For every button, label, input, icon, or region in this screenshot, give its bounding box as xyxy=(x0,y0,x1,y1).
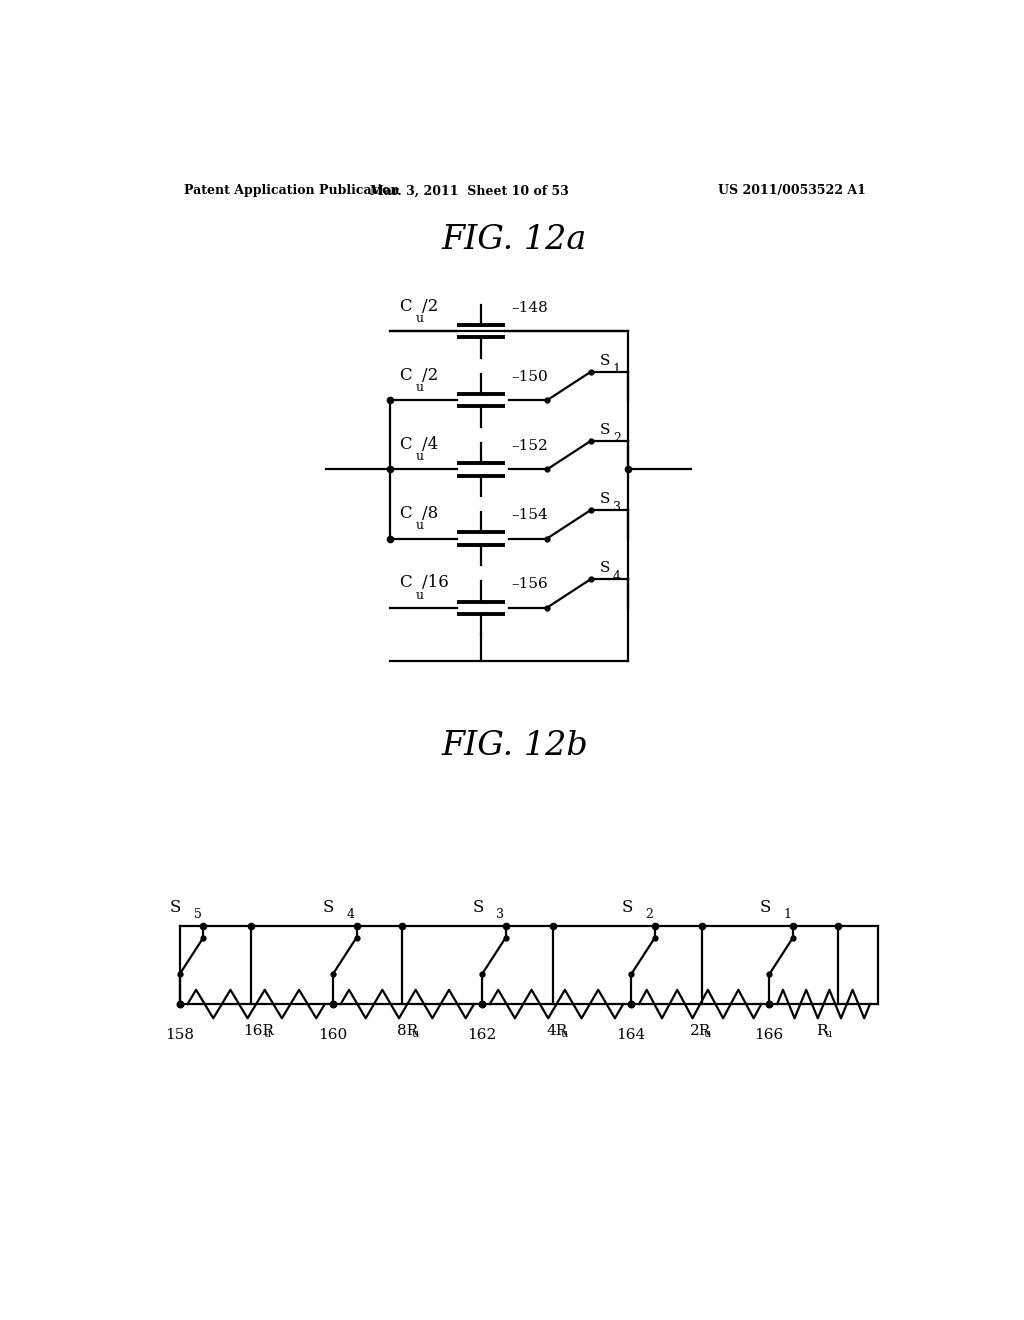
Text: 5: 5 xyxy=(194,908,202,921)
Text: 1: 1 xyxy=(613,363,621,376)
Text: 158: 158 xyxy=(165,1028,195,1043)
Text: 8R: 8R xyxy=(397,1024,418,1039)
Text: 3: 3 xyxy=(497,908,504,921)
Text: 2: 2 xyxy=(645,908,653,921)
Text: 2R: 2R xyxy=(690,1024,711,1039)
Text: /2: /2 xyxy=(422,367,438,384)
Text: S: S xyxy=(600,492,610,506)
Text: –156: –156 xyxy=(511,577,548,591)
Text: 4R: 4R xyxy=(546,1024,567,1039)
Text: FIG. 12a: FIG. 12a xyxy=(442,223,587,256)
Text: u: u xyxy=(416,381,423,395)
Text: u: u xyxy=(416,520,423,532)
Text: /8: /8 xyxy=(422,506,438,523)
Text: US 2011/0053522 A1: US 2011/0053522 A1 xyxy=(718,185,866,198)
Text: 3: 3 xyxy=(613,502,621,515)
Text: C: C xyxy=(399,298,412,315)
Text: R: R xyxy=(816,1024,828,1039)
Text: S: S xyxy=(622,899,633,916)
Text: 1: 1 xyxy=(783,908,792,921)
Text: Patent Application Publication: Patent Application Publication xyxy=(183,185,399,198)
Text: u: u xyxy=(560,1030,567,1039)
Text: C: C xyxy=(399,436,412,453)
Text: C: C xyxy=(399,574,412,591)
Text: /4: /4 xyxy=(422,436,438,453)
Text: u: u xyxy=(416,450,423,463)
Text: u: u xyxy=(705,1030,712,1039)
Text: S: S xyxy=(324,899,335,916)
Text: u: u xyxy=(416,312,423,325)
Text: 2: 2 xyxy=(613,432,621,445)
Text: S: S xyxy=(600,422,610,437)
Text: /2: /2 xyxy=(422,298,438,315)
Text: S: S xyxy=(472,899,483,916)
Text: –152: –152 xyxy=(511,440,548,453)
Text: /16: /16 xyxy=(422,574,449,591)
Text: Mar. 3, 2011  Sheet 10 of 53: Mar. 3, 2011 Sheet 10 of 53 xyxy=(370,185,568,198)
Text: 4: 4 xyxy=(347,908,355,921)
Text: 164: 164 xyxy=(616,1028,646,1043)
Text: –148: –148 xyxy=(511,301,548,315)
Text: C: C xyxy=(399,506,412,523)
Text: –150: –150 xyxy=(511,370,548,384)
Text: 160: 160 xyxy=(318,1028,347,1043)
Text: 166: 166 xyxy=(755,1028,783,1043)
Text: FIG. 12b: FIG. 12b xyxy=(441,730,588,762)
Text: u: u xyxy=(824,1030,831,1039)
Text: 162: 162 xyxy=(467,1028,497,1043)
Text: 4: 4 xyxy=(613,570,621,583)
Text: C: C xyxy=(399,367,412,384)
Text: S: S xyxy=(170,899,181,916)
Text: –154: –154 xyxy=(511,508,548,523)
Text: u: u xyxy=(263,1030,270,1039)
Text: S: S xyxy=(600,354,610,368)
Text: u: u xyxy=(416,589,423,602)
Text: S: S xyxy=(760,899,771,916)
Text: 16R: 16R xyxy=(243,1024,273,1039)
Text: S: S xyxy=(600,561,610,576)
Text: u: u xyxy=(412,1030,419,1039)
